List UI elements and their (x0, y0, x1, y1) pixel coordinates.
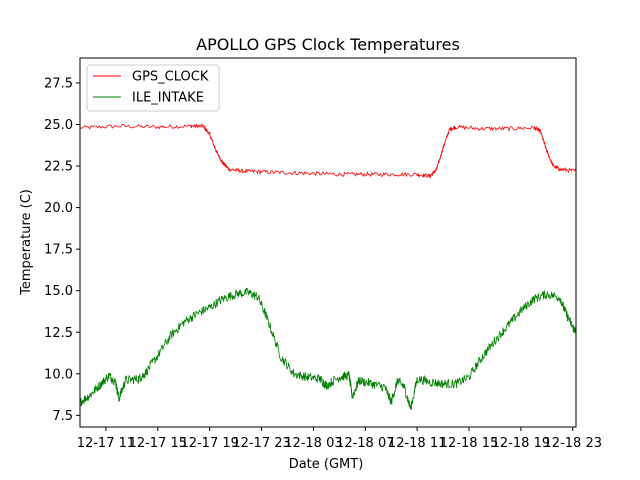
legend-label: GPS_CLOCK (132, 70, 209, 85)
plot-background (80, 58, 576, 427)
series-layer (79, 123, 577, 410)
legend: GPS_CLOCK ILE_INTAKE (86, 64, 220, 112)
y-tick-label: 25.0 (44, 118, 73, 133)
plot-frame (79, 57, 577, 428)
y-tick-label: 15.0 (44, 284, 73, 299)
y-tick-label: 17.5 (44, 243, 73, 258)
x-tick-label: 12-18 11 (388, 436, 446, 451)
y-tick-label: 7.5 (52, 409, 73, 424)
chart-title: APOLLO GPS Clock Temperatures (196, 35, 460, 54)
y-tick-label: 12.5 (44, 326, 73, 341)
series-line-ile-intake (79, 287, 577, 410)
x-tick-label: 12-18 03 (284, 436, 342, 451)
x-tick-label: 12-17 11 (77, 436, 135, 451)
series-line-gps-clock (79, 123, 577, 179)
y-tick-label: 20.0 (44, 201, 73, 216)
x-tick-label: 12-18 15 (440, 436, 498, 451)
x-tick-label: 12-18 07 (336, 436, 394, 451)
y-tick-label: 10.0 (44, 367, 73, 382)
y-axis-label: Temperature (C) (19, 189, 34, 296)
x-tick-label: 12-18 19 (492, 436, 550, 451)
y-tick-label: 22.5 (44, 160, 73, 175)
legend-label: ILE_INTAKE (132, 91, 204, 106)
x-tick-label: 12-18 23 (544, 436, 602, 451)
y-tick-label: 27.5 (44, 76, 73, 91)
y-axis: 7.5 10.0 12.5 15.0 17.5 20.0 22.5 25.0 27.5 (44, 76, 80, 424)
x-axis-label: Date (GMT) (289, 457, 364, 472)
plot-area (79, 57, 577, 428)
x-tick-label: 12-17 15 (129, 436, 187, 451)
x-tick-label: 12-17 19 (180, 436, 238, 451)
x-tick-label: 12-17 23 (232, 436, 290, 451)
